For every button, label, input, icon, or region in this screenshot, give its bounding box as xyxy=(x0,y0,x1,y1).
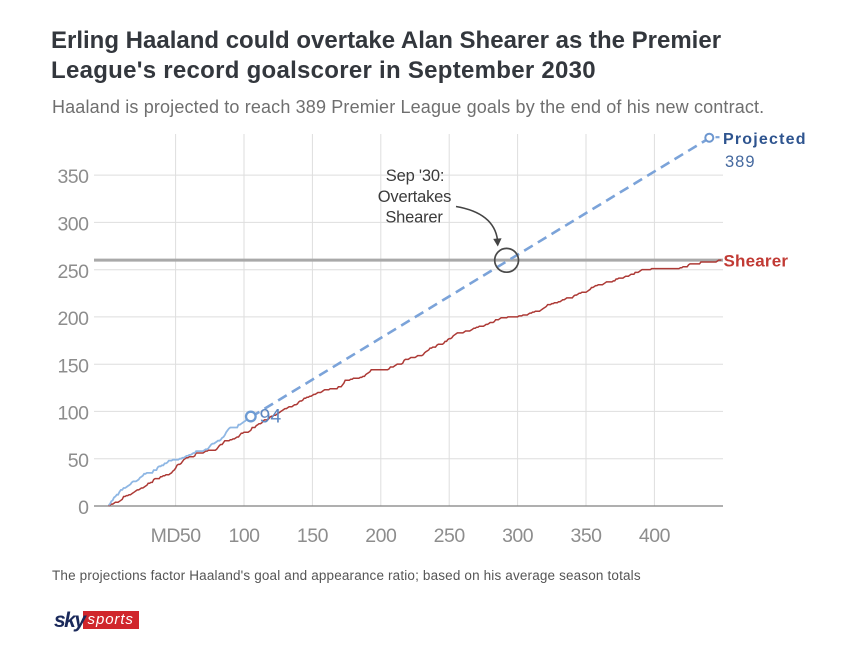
svg-text:350: 350 xyxy=(57,166,89,188)
svg-text:100: 100 xyxy=(57,403,89,425)
svg-text:300: 300 xyxy=(57,214,89,236)
svg-text:Overtakes: Overtakes xyxy=(378,188,451,206)
svg-text:0: 0 xyxy=(78,497,89,519)
svg-text:400: 400 xyxy=(639,525,671,547)
svg-text:Shearer: Shearer xyxy=(724,252,789,271)
svg-text:Projected: Projected xyxy=(723,131,807,148)
svg-text:200: 200 xyxy=(365,525,397,547)
svg-text:300: 300 xyxy=(502,525,534,547)
svg-text:150: 150 xyxy=(297,525,329,547)
svg-text:350: 350 xyxy=(570,525,602,547)
svg-text:94: 94 xyxy=(260,406,282,428)
svg-text:Shearer: Shearer xyxy=(385,209,443,227)
svg-text:200: 200 xyxy=(57,308,89,330)
svg-text:100: 100 xyxy=(228,525,260,547)
svg-text:250: 250 xyxy=(57,261,89,283)
svg-text:150: 150 xyxy=(57,355,89,377)
svg-text:MD50: MD50 xyxy=(151,525,202,547)
svg-text:50: 50 xyxy=(68,450,89,472)
svg-text:250: 250 xyxy=(434,525,466,547)
svg-text:Sep '30:: Sep '30: xyxy=(386,167,444,185)
svg-text:389: 389 xyxy=(725,153,756,171)
